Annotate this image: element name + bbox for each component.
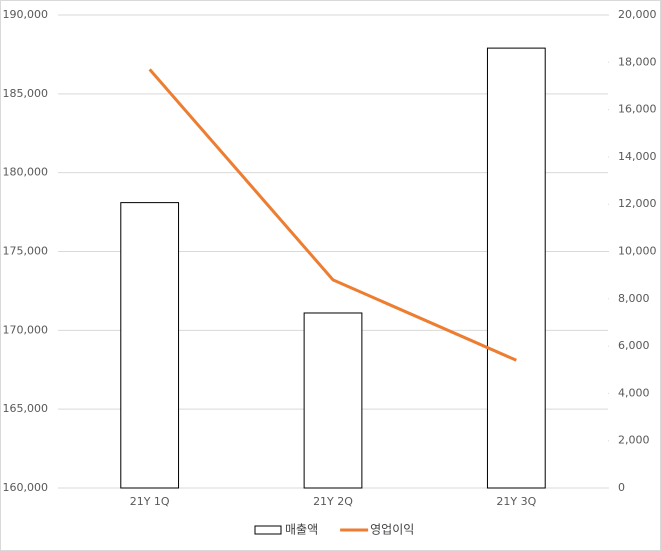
y-tick-label: 165,000 bbox=[3, 402, 49, 415]
bar bbox=[120, 202, 180, 489]
legend-label: 매출액 bbox=[285, 523, 318, 537]
bar bbox=[303, 312, 363, 489]
y-tick-label: 160,000 bbox=[3, 481, 49, 494]
y-tick-label: 185,000 bbox=[3, 87, 49, 100]
y2-tick-label: 0 bbox=[618, 481, 625, 494]
y2-tick-label: 20,000 bbox=[618, 8, 657, 21]
legend-label: 영업이익 bbox=[370, 523, 414, 537]
y2-tick-label: 8,000 bbox=[618, 292, 650, 305]
bar bbox=[486, 47, 546, 489]
x-tick-label: 21Y 1Q bbox=[130, 495, 170, 508]
y-tick-label: 180,000 bbox=[3, 166, 49, 179]
y2-tick-label: 14,000 bbox=[618, 150, 657, 163]
y-tick-label: 170,000 bbox=[3, 323, 49, 336]
y2-tick-label: 12,000 bbox=[618, 197, 657, 210]
line bbox=[148, 68, 517, 362]
y2-tick-label: 4,000 bbox=[618, 386, 650, 399]
y2-tick-label: 2,000 bbox=[618, 434, 650, 447]
x-tick-label: 21Y 2Q bbox=[313, 495, 353, 508]
y2-tick-label: 6,000 bbox=[618, 339, 650, 352]
y-tick-label: 190,000 bbox=[3, 8, 49, 21]
legend-swatch bbox=[254, 525, 282, 535]
y2-tick-label: 16,000 bbox=[618, 103, 657, 116]
x-tick-label: 21Y 3Q bbox=[496, 495, 536, 508]
y2-tick-label: 18,000 bbox=[618, 55, 657, 68]
y-tick-label: 175,000 bbox=[3, 245, 49, 258]
y2-tick-label: 10,000 bbox=[618, 245, 657, 258]
